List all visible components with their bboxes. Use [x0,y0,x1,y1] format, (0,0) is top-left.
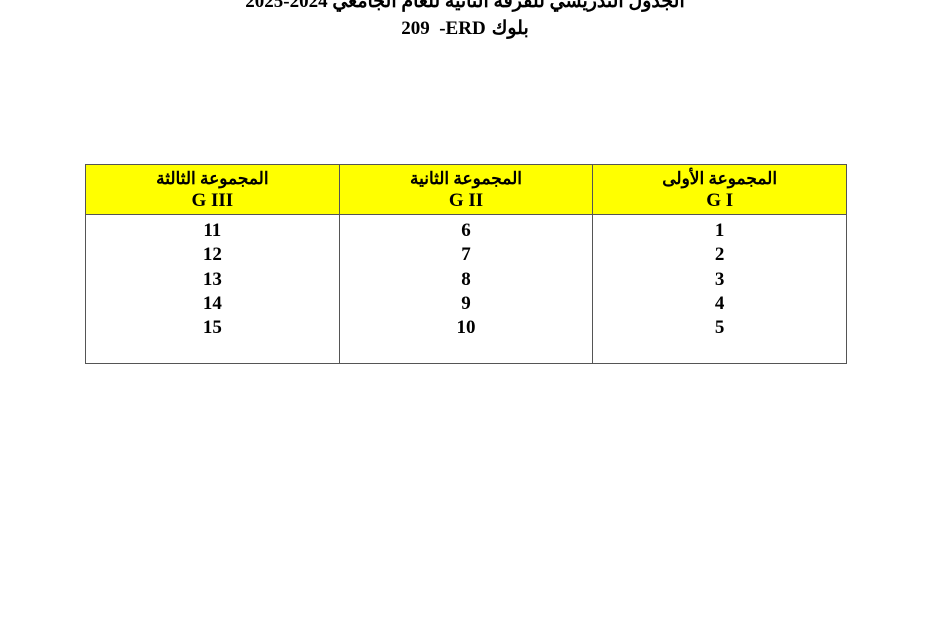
block-code: 209 -ERD [401,18,486,39]
header-arabic: المجموعة الثالثة [156,168,269,188]
header-code: G II [448,189,484,211]
cell-value: 1 [714,220,725,241]
header-row: المجموعة الثالثة G III المجموعة الثانية G … [85,164,847,215]
group-3-values: 11 12 13 14 15 [85,214,340,364]
group-2-values: 6 7 8 9 10 [338,214,594,364]
group-1-values: 1 2 3 4 5 [592,214,847,364]
header-arabic: المجموعة الأولى [662,168,778,188]
cell-value: 15 [202,317,222,339]
page-subtitle: 209 -ERD بلوك [0,18,930,40]
header-code: G III [191,189,234,211]
cell-value: 3 [714,268,725,290]
page-title: الجدول التدريسي للفرقة الثانية للعام الج… [245,0,685,12]
cell-value: 4 [714,292,725,314]
cell-value: 12 [202,244,222,266]
header-group-2: المجموعة الثانية G II [338,164,594,215]
cell-value: 10 [456,317,476,339]
cell-value: 2 [714,244,725,266]
cell-value: 6 [461,220,471,241]
header-arabic: المجموعة الثانية [409,168,522,188]
header-group-1: المجموعة الأولى G I [592,164,847,215]
block-label: بلوك [491,18,529,39]
header-code: G I [706,189,734,211]
header-group-3: المجموعة الثالثة G III [85,164,340,215]
cell-value: 8 [461,268,471,290]
cell-value: 14 [202,292,222,314]
cell-value: 7 [461,244,471,266]
cell-value: 11 [203,220,222,241]
cell-value: 5 [714,317,725,339]
groups-table: المجموعة الثالثة G III المجموعة الثانية G … [85,164,847,364]
values-row: 11 12 13 14 15 6 7 8 9 10 1 2 3 4 5 [85,214,847,364]
cell-value: 13 [202,268,222,290]
cell-value: 9 [461,292,471,314]
